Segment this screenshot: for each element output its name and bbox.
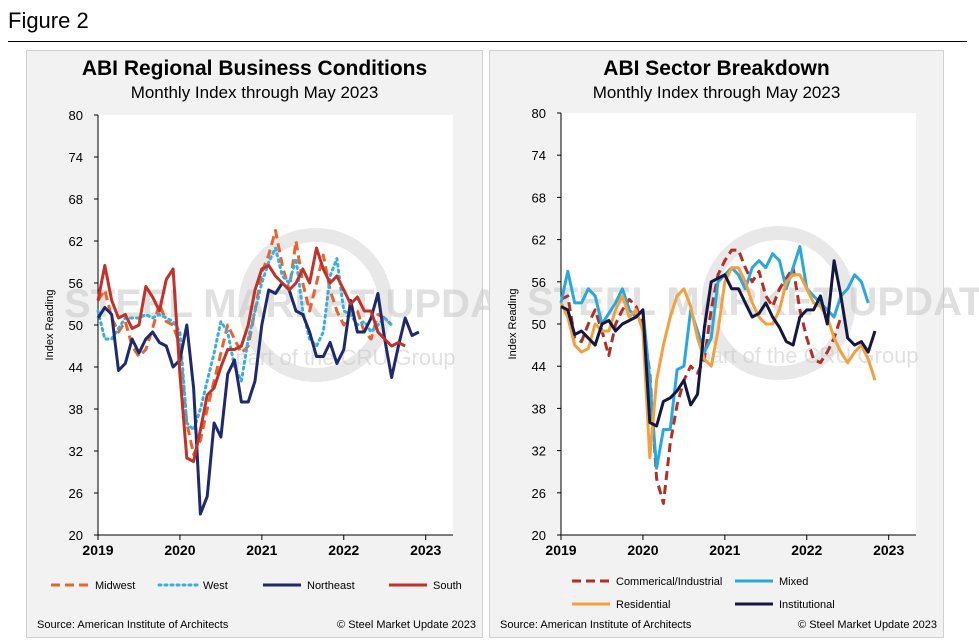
y-axis-label: Index Reading <box>507 289 519 360</box>
y-tick-label: 80 <box>69 108 83 123</box>
source-note: Source: American Institute of Architects <box>500 619 692 631</box>
x-tick-label: 2022 <box>328 542 359 558</box>
x-tick-label: 2023 <box>410 542 441 558</box>
y-tick-label: 44 <box>532 359 546 374</box>
x-tick-label: 2021 <box>246 542 277 558</box>
watermark-logo <box>238 228 393 382</box>
y-tick-label: 56 <box>532 275 546 290</box>
y-tick-label: 62 <box>532 233 546 248</box>
chart-subtitle: Monthly Index through May 2023 <box>592 83 841 102</box>
x-tick-label: 2019 <box>82 542 113 558</box>
legend-label: Mixed <box>779 576 808 588</box>
legend-label: West <box>203 580 228 592</box>
regional-chart-panel: ABI Regional Business Conditions Monthly… <box>26 50 547 638</box>
legend-label: Institutional <box>779 599 835 611</box>
chart-subtitle: Monthly Index through May 2023 <box>130 83 379 102</box>
y-tick-label: 32 <box>532 444 546 459</box>
credit-note: © Steel Market Update 2023 <box>337 619 476 631</box>
legend-label: South <box>433 580 462 592</box>
x-tick-label: 2023 <box>873 542 904 558</box>
series-line-south <box>96 246 406 463</box>
y-tick-label: 38 <box>69 402 83 417</box>
y-tick-label: 68 <box>532 190 546 205</box>
series-line-west <box>96 246 394 432</box>
legend-label: Residential <box>616 599 670 611</box>
chart-title: ABI Regional Business Conditions <box>81 57 428 80</box>
y-axis-label: Index Reading <box>44 290 56 361</box>
y-tick-label: 68 <box>69 192 83 207</box>
x-tick-label: 2022 <box>791 542 822 558</box>
y-tick-label: 74 <box>69 150 83 165</box>
figure-label: Figure 2 <box>8 8 89 33</box>
y-tick-label: 20 <box>69 528 83 543</box>
source-note: Source: American Institute of Architects <box>37 619 229 631</box>
credit-note: © Steel Market Update 2023 <box>798 619 937 631</box>
series-line-institutional <box>560 259 877 428</box>
legend-label: Northeast <box>307 580 355 592</box>
series-line-northeast <box>96 281 420 516</box>
plot-area <box>98 115 453 535</box>
y-tick-label: 32 <box>69 444 83 459</box>
y-tick-label: 62 <box>69 234 83 249</box>
y-tick-label: 38 <box>532 401 546 416</box>
chart-title: ABI Sector Breakdown <box>603 57 830 80</box>
watermark-tagline: part of the CRU Group <box>235 345 455 370</box>
y-tick-label: 56 <box>69 276 83 291</box>
x-tick-label: 2019 <box>545 542 576 558</box>
x-tick-label: 2021 <box>709 542 740 558</box>
legend-label: Commerical/Industrial <box>616 576 722 588</box>
y-tick-label: 26 <box>532 486 546 501</box>
sector-chart-panel: ABI Sector Breakdown Monthly Index throu… <box>489 50 979 638</box>
series-line-midwest <box>96 229 393 456</box>
y-tick-label: 44 <box>69 360 83 375</box>
y-tick-label: 80 <box>532 106 546 121</box>
x-tick-label: 2020 <box>164 542 195 558</box>
series-line-mixed <box>559 245 870 470</box>
legend-label: Midwest <box>95 580 135 592</box>
y-tick-label: 50 <box>69 318 83 333</box>
y-tick-label: 26 <box>69 486 83 501</box>
figure-divider <box>8 41 967 42</box>
x-tick-label: 2020 <box>627 542 658 558</box>
y-tick-label: 20 <box>532 528 546 543</box>
y-tick-label: 74 <box>532 148 546 163</box>
watermark-tagline: part of the CRU Group <box>698 343 918 368</box>
plot-area <box>561 113 916 535</box>
y-tick-label: 50 <box>532 317 546 332</box>
